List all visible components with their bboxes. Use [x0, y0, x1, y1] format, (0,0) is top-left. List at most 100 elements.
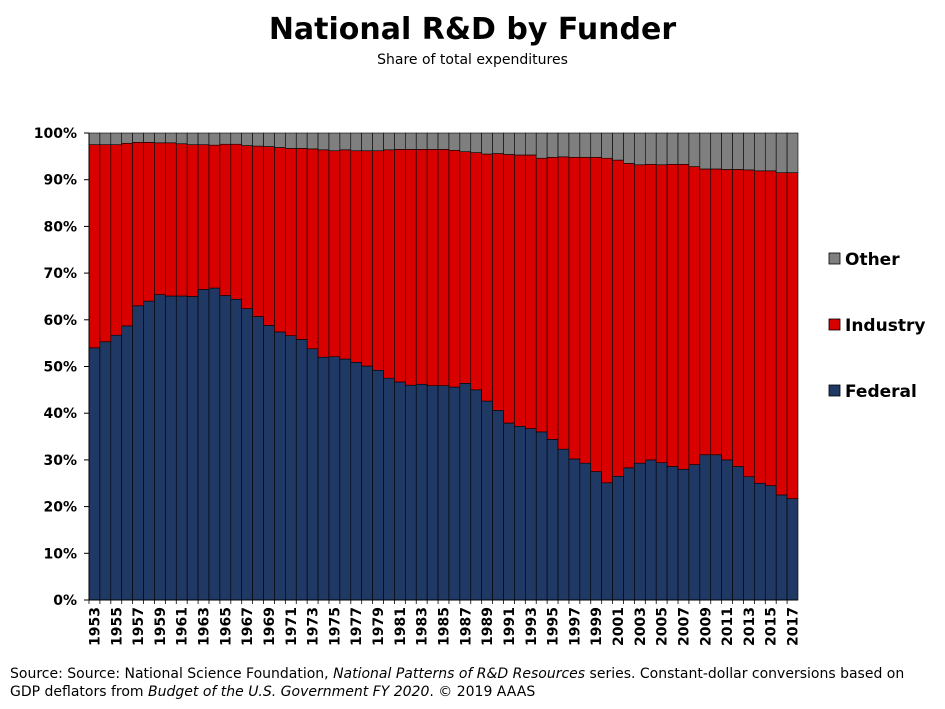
bar-industry-2014: [754, 170, 766, 484]
bar-other-1958: [143, 132, 155, 143]
bar-other-1983: [415, 132, 428, 150]
legend-swatch-federal: [828, 384, 841, 397]
x-tick-label: 1973: [306, 607, 322, 646]
bar-other-1990: [492, 132, 504, 154]
source-line1-text: Source: Source: National Science Foundat…: [10, 666, 334, 682]
bar-industry-1971: [285, 148, 297, 336]
bar-federal-1957: [132, 305, 144, 601]
chart-subtitle: Share of total expenditures: [377, 52, 568, 68]
bar-other-1978: [361, 132, 373, 152]
bar-federal-1980: [383, 377, 395, 601]
bar-federal-1972: [295, 339, 308, 601]
bar-other-1977: [350, 132, 362, 152]
bar-federal-1971: [285, 335, 297, 601]
bar-industry-2016: [775, 172, 788, 496]
y-tick-label: 50%: [43, 360, 77, 376]
bar-industry-1960: [165, 142, 177, 297]
source-line2-post: . © 2019 AAAS: [429, 684, 536, 700]
bar-federal-1988: [470, 389, 482, 601]
bar-industry-1966: [230, 143, 243, 300]
bar-federal-1970: [274, 331, 286, 601]
x-tick-label: 2017: [786, 607, 802, 646]
bar-other-1963: [197, 132, 210, 145]
bar-federal-1955: [110, 334, 123, 601]
bar-federal-1956: [121, 325, 133, 601]
bar-federal-2004: [644, 459, 657, 601]
bar-other-1998: [579, 132, 592, 158]
bar-federal-1975: [328, 356, 341, 601]
x-tick-label: 1961: [175, 607, 191, 646]
bar-federal-2013: [743, 476, 755, 601]
x-tick-label: 1987: [458, 607, 474, 646]
bar-other-1987: [459, 132, 472, 152]
bar-federal-1961: [175, 295, 188, 601]
bar-industry-1997: [568, 156, 581, 460]
bar-industry-1965: [219, 143, 232, 296]
bar-industry-2010: [710, 168, 722, 456]
bar-other-1989: [481, 132, 493, 155]
bar-industry-1964: [208, 144, 221, 289]
bar-other-1981: [394, 132, 406, 150]
bar-industry-2007: [677, 163, 690, 470]
bar-other-2009: [699, 132, 712, 170]
bar-other-1982: [405, 132, 417, 150]
bar-industry-1992: [514, 154, 526, 427]
bar-federal-2011: [721, 459, 733, 601]
bar-other-2000: [601, 132, 613, 159]
bar-federal-1996: [557, 448, 570, 601]
bar-industry-1998: [579, 156, 592, 464]
bar-federal-2010: [710, 454, 722, 601]
bar-other-2013: [743, 132, 755, 171]
bar-other-1997: [568, 132, 581, 158]
bar-federal-1959: [154, 294, 166, 601]
bar-industry-1995: [546, 156, 559, 440]
x-tick-label: 1957: [131, 607, 147, 646]
bar-industry-2011: [721, 169, 733, 461]
bar-industry-1970: [274, 147, 286, 333]
bar-federal-1960: [165, 295, 177, 601]
bar-federal-1974: [317, 356, 330, 601]
bar-industry-2013: [743, 169, 755, 478]
bar-industry-1981: [394, 149, 406, 383]
bar-federal-1977: [350, 361, 362, 601]
x-tick-label: 1983: [415, 607, 431, 646]
bar-industry-1976: [339, 149, 352, 360]
bar-other-1968: [252, 132, 264, 147]
x-tick-label: 1997: [567, 607, 583, 646]
source-line1-post: series. Constant-dollar conversions base…: [585, 666, 905, 682]
bar-other-1980: [383, 132, 395, 151]
bar-other-1956: [121, 132, 133, 144]
bar-industry-1999: [590, 156, 602, 472]
x-tick-label: 1985: [437, 607, 453, 646]
bar-federal-2006: [666, 466, 679, 601]
bar-federal-1983: [415, 383, 428, 601]
bar-other-2012: [732, 132, 744, 170]
bar-other-1959: [154, 132, 166, 144]
bar-federal-1998: [579, 462, 592, 601]
bar-federal-2000: [601, 482, 613, 601]
bar-other-1991: [503, 132, 515, 155]
bar-other-2005: [655, 132, 668, 166]
bar-other-2002: [623, 132, 635, 164]
bar-industry-2002: [623, 163, 635, 469]
bar-federal-1973: [306, 348, 319, 601]
chart-title: National R&D by Funder: [268, 12, 677, 47]
bar-industry-1978: [361, 150, 373, 367]
y-tick-label: 40%: [43, 406, 77, 422]
source-line2-italic: Budget of the U.S. Government FY 2020: [148, 684, 430, 700]
bar-federal-1999: [590, 471, 602, 601]
bar-other-1999: [590, 132, 602, 158]
y-tick-label: 0%: [53, 593, 77, 609]
bar-industry-1953: [88, 144, 101, 349]
bar-federal-2017: [786, 498, 799, 601]
bar-other-2004: [644, 132, 657, 165]
bar-industry-1979: [372, 150, 384, 371]
legend: Other Industry Federal: [828, 250, 925, 402]
x-tick-label: 1989: [480, 607, 496, 646]
bar-other-1961: [175, 132, 188, 145]
x-tick-label: 2013: [742, 607, 758, 646]
bar-federal-1989: [481, 400, 493, 601]
bar-industry-1972: [295, 148, 308, 340]
legend-label-industry: Industry: [845, 316, 925, 336]
legend-swatch-other: [828, 252, 841, 265]
